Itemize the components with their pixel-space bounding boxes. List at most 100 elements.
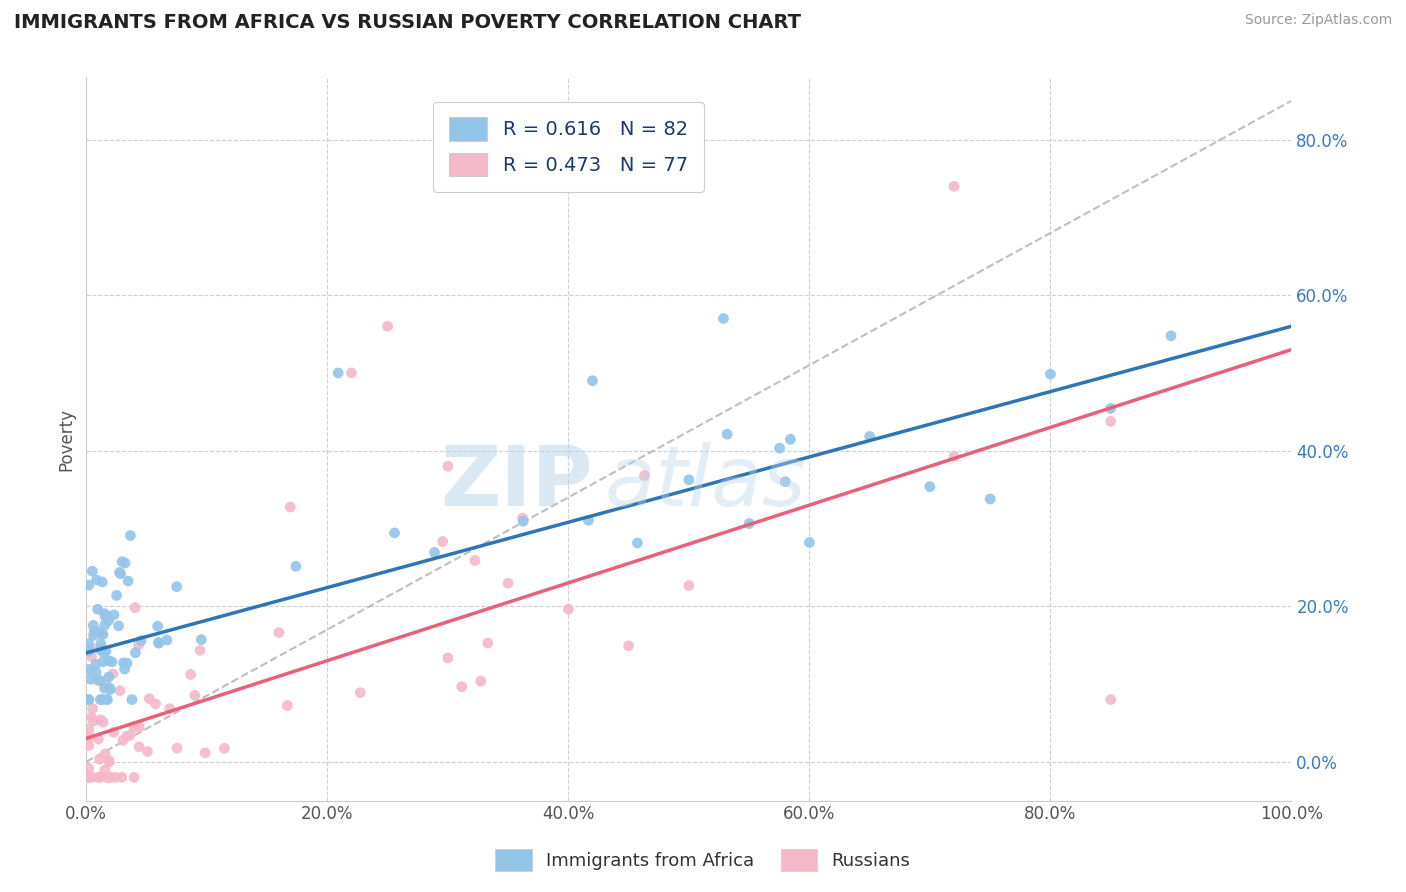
Point — [89, 770, 111, 784]
Point — [194, 746, 217, 760]
Point — [101, 655, 124, 669]
Point — [276, 698, 298, 713]
Point — [83, 624, 105, 639]
Point — [94, 677, 117, 691]
Point — [77, 739, 100, 753]
Point — [122, 720, 145, 734]
Point — [713, 311, 735, 326]
Point — [82, 770, 104, 784]
Point — [1099, 692, 1122, 706]
Point — [124, 600, 146, 615]
Point — [859, 429, 882, 443]
Point — [633, 468, 655, 483]
Point — [82, 714, 104, 729]
Point — [148, 635, 170, 649]
Point — [156, 633, 179, 648]
Point — [1160, 328, 1182, 343]
Point — [96, 770, 118, 784]
Point — [450, 680, 472, 694]
Point — [107, 619, 129, 633]
Point — [77, 722, 100, 736]
Point — [278, 500, 301, 514]
Point — [90, 627, 112, 641]
Point — [190, 632, 212, 647]
Point — [93, 681, 115, 696]
Point — [82, 564, 104, 578]
Point — [77, 692, 100, 706]
Point — [918, 480, 941, 494]
Point — [98, 770, 121, 784]
Point — [91, 692, 114, 706]
Point — [87, 732, 110, 747]
Point — [626, 536, 648, 550]
Point — [110, 566, 132, 581]
Point — [103, 725, 125, 739]
Point — [779, 432, 801, 446]
Point — [101, 666, 124, 681]
Point — [90, 637, 112, 651]
Point — [89, 624, 111, 639]
Point — [77, 770, 100, 784]
Legend: Immigrants from Africa, Russians: Immigrants from Africa, Russians — [488, 842, 918, 879]
Point — [773, 475, 796, 489]
Point — [84, 657, 107, 672]
Point — [94, 763, 117, 777]
Point — [79, 673, 101, 687]
Point — [96, 608, 118, 623]
Point — [124, 646, 146, 660]
Point — [111, 555, 134, 569]
Point — [98, 681, 121, 695]
Point — [94, 618, 117, 632]
Point — [105, 588, 128, 602]
Point — [512, 514, 534, 528]
Point — [166, 741, 188, 756]
Point — [77, 770, 100, 784]
Point — [97, 753, 120, 767]
Point — [97, 770, 120, 784]
Point — [86, 602, 108, 616]
Point — [77, 637, 100, 651]
Point — [94, 609, 117, 624]
Point — [97, 670, 120, 684]
Point — [84, 665, 107, 680]
Point — [128, 638, 150, 652]
Point — [617, 639, 640, 653]
Point — [184, 689, 207, 703]
Point — [738, 516, 761, 531]
Point — [80, 640, 103, 655]
Point — [146, 619, 169, 633]
Text: Source: ZipAtlas.com: Source: ZipAtlas.com — [1244, 13, 1392, 28]
Point — [159, 702, 181, 716]
Point — [136, 744, 159, 758]
Point — [80, 649, 103, 664]
Point — [91, 655, 114, 669]
Point — [432, 534, 454, 549]
Point — [678, 578, 700, 592]
Point — [83, 628, 105, 642]
Y-axis label: Poverty: Poverty — [58, 408, 75, 470]
Legend: R = 0.616   N = 82, R = 0.473   N = 77: R = 0.616 N = 82, R = 0.473 N = 77 — [433, 102, 703, 192]
Point — [86, 673, 108, 688]
Point — [188, 643, 211, 657]
Point — [103, 607, 125, 622]
Point — [1099, 414, 1122, 428]
Point — [104, 770, 127, 784]
Point — [377, 319, 399, 334]
Point — [384, 525, 406, 540]
Point — [1039, 367, 1062, 381]
Point — [77, 770, 100, 784]
Point — [82, 618, 104, 632]
Point — [91, 715, 114, 730]
Point — [470, 674, 492, 689]
Point — [214, 741, 236, 756]
Point — [111, 770, 134, 784]
Point — [89, 692, 111, 706]
Point — [77, 644, 100, 658]
Point — [349, 685, 371, 699]
Point — [82, 701, 104, 715]
Point — [423, 545, 446, 559]
Point — [79, 730, 101, 744]
Point — [77, 761, 100, 775]
Point — [108, 566, 131, 580]
Point — [129, 633, 152, 648]
